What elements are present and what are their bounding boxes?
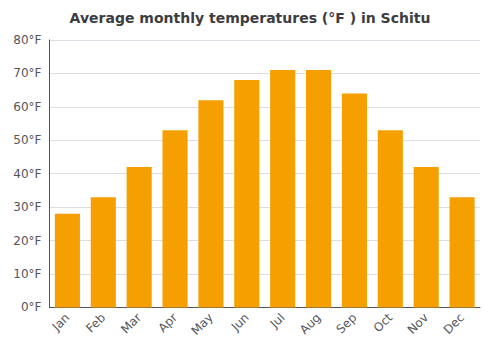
svg-text:Dec: Dec — [441, 311, 467, 337]
svg-text:Aug: Aug — [297, 311, 323, 337]
svg-text:Jan: Jan — [49, 311, 73, 335]
svg-text:Average monthly temperatures (: Average monthly temperatures (°F ) in Sc… — [70, 10, 431, 26]
svg-text:Oct: Oct — [371, 310, 396, 335]
svg-text:May: May — [188, 311, 215, 338]
svg-text:60°F: 60°F — [13, 100, 41, 114]
svg-text:70°F: 70°F — [13, 66, 41, 80]
svg-text:50°F: 50°F — [13, 133, 41, 147]
svg-text:Sep: Sep — [334, 311, 360, 337]
svg-text:Mar: Mar — [118, 310, 144, 336]
svg-text:Jun: Jun — [228, 311, 252, 335]
svg-text:10°F: 10°F — [13, 267, 41, 281]
svg-text:30°F: 30°F — [13, 200, 41, 214]
svg-text:Nov: Nov — [405, 311, 431, 337]
svg-text:Jul: Jul — [267, 311, 288, 332]
svg-text:80°F: 80°F — [13, 33, 41, 47]
svg-text:20°F: 20°F — [13, 234, 41, 248]
svg-text:Apr: Apr — [155, 310, 180, 335]
svg-text:0°F: 0°F — [21, 300, 42, 314]
svg-text:Feb: Feb — [83, 311, 108, 336]
svg-text:40°F: 40°F — [13, 167, 41, 181]
